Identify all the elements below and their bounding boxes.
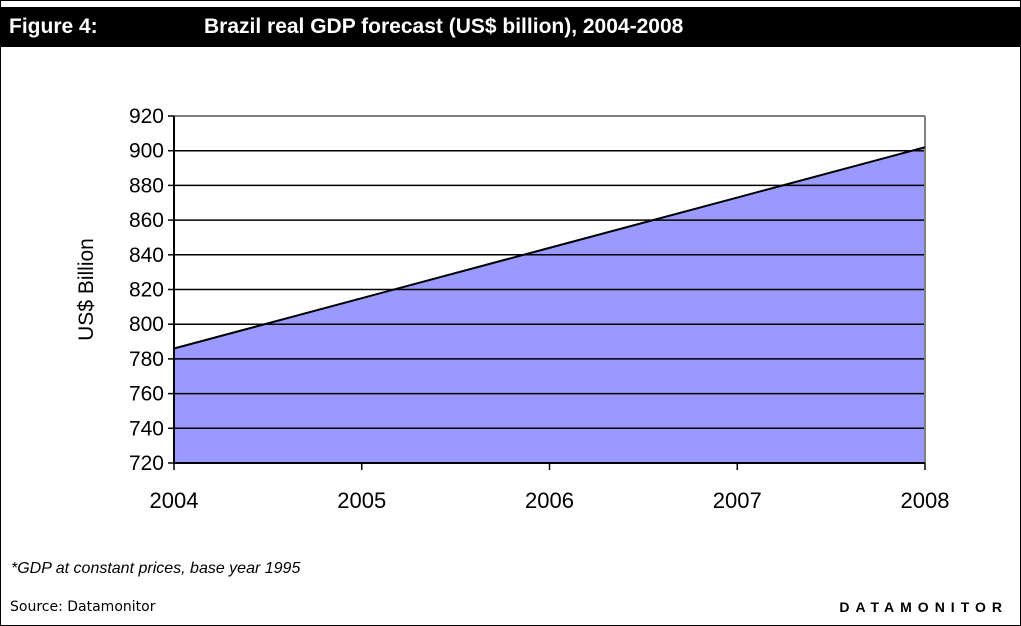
chart-title: Brazil real GDP forecast (US$ billion), … — [204, 15, 684, 38]
x-tick-label: 2004 — [150, 488, 199, 513]
y-tick-label: 920 — [129, 105, 164, 128]
y-tick-label: 840 — [129, 244, 164, 267]
footnote: *GDP at constant prices, base year 1995 — [11, 560, 301, 577]
y-tick-label: 780 — [129, 348, 164, 371]
x-tick-label: 2005 — [337, 488, 386, 513]
source-note: Source: Datamonitor — [10, 599, 156, 615]
y-axis-title: US$ Billion — [75, 238, 98, 341]
y-tick-label: 860 — [129, 209, 164, 232]
y-tick-label: 900 — [129, 140, 164, 163]
y-tick-label: 740 — [129, 417, 164, 440]
x-tick-label: 2008 — [901, 488, 950, 513]
y-tick-label: 880 — [129, 174, 164, 197]
title-bar: Figure 4: Brazil real GDP forecast (US$ … — [1, 7, 1020, 47]
brand-logo: DATAMONITOR — [839, 599, 1008, 615]
area-fill — [174, 147, 925, 464]
y-tick-label: 800 — [129, 313, 164, 336]
gdp-area-chart: 720 740 760 780 800 820 840 860 880 900 920 2004 200… — [75, 105, 950, 513]
y-tick-label: 720 — [129, 452, 164, 475]
y-tick-label: 760 — [129, 383, 164, 406]
figure-label: Figure 4: — [9, 15, 98, 38]
x-tick-label: 2006 — [525, 488, 574, 513]
y-tick-label: 820 — [129, 279, 164, 302]
x-tick-label: 2007 — [713, 488, 762, 513]
